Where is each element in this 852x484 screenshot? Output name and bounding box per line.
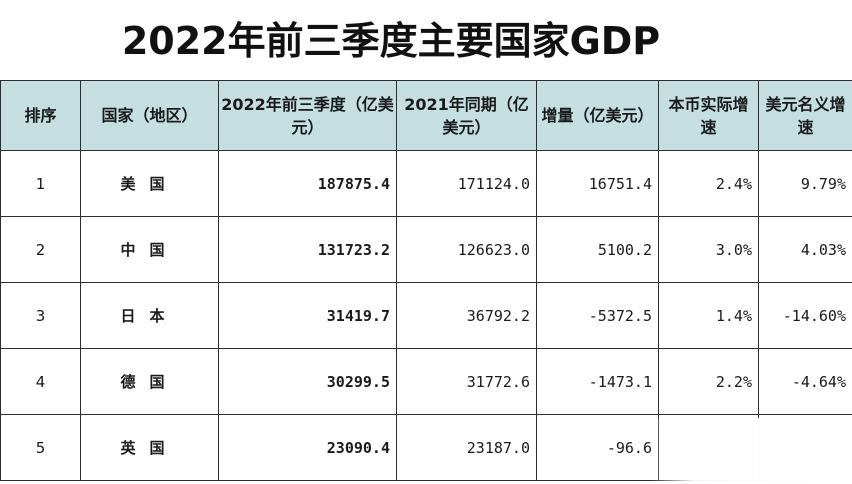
gdp-2021-cell: 23187.0 [396, 414, 537, 481]
rank-cell: 2 [0, 216, 81, 283]
gdp-2022-cell: 187875.4 [218, 150, 397, 217]
rank-cell: 5 [0, 414, 81, 481]
usd-growth-cell: -4.64% [758, 348, 852, 415]
fade-overlay [650, 418, 852, 484]
increase-cell: -5372.5 [536, 282, 659, 349]
country-cell: 美国 [80, 150, 219, 217]
usd-growth-cell: 4.03% [758, 216, 852, 283]
usd-growth-cell: 9.79% [758, 150, 852, 217]
gdp-2021-cell: 36792.2 [396, 282, 537, 349]
table-header-row: 排序 国家（地区） 2022年前三季度（亿美元） 2021年同期（亿美元） 增量… [0, 80, 852, 151]
gdp-table: 排序 国家（地区） 2022年前三季度（亿美元） 2021年同期（亿美元） 增量… [0, 80, 852, 481]
increase-cell: 5100.2 [536, 216, 659, 283]
local-growth-cell: 1.4% [658, 282, 759, 349]
gdp-2022-cell: 131723.2 [218, 216, 397, 283]
rank-cell: 1 [0, 150, 81, 217]
gdp-2021-cell: 31772.6 [396, 348, 537, 415]
gdp-2021-cell: 171124.0 [396, 150, 537, 217]
country-cell: 英国 [80, 414, 219, 481]
page-title: 2022年前三季度主要国家GDP [121, 19, 661, 63]
gdp-2022-cell: 30299.5 [218, 348, 397, 415]
increase-cell: -1473.1 [536, 348, 659, 415]
rank-cell: 3 [0, 282, 81, 349]
gdp-2022-cell: 31419.7 [218, 282, 397, 349]
country-cell: 中国 [80, 216, 219, 283]
rank-cell: 4 [0, 348, 81, 415]
table-row: 3 日本 31419.7 36792.2 -5372.5 1.4% -14.60… [0, 282, 852, 349]
table-row: 2 中国 131723.2 126623.0 5100.2 3.0% 4.03% [0, 216, 852, 283]
header-gdp-2022: 2022年前三季度（亿美元） [218, 80, 397, 151]
table-row: 1 美国 187875.4 171124.0 16751.4 2.4% 9.79… [0, 150, 852, 217]
header-increase: 增量（亿美元） [536, 80, 659, 151]
usd-growth-cell: -14.60% [758, 282, 852, 349]
increase-cell: -96.6 [536, 414, 659, 481]
gdp-2022-cell: 23090.4 [218, 414, 397, 481]
local-growth-cell: 2.2% [658, 348, 759, 415]
gdp-2021-cell: 126623.0 [396, 216, 537, 283]
header-country: 国家（地区） [80, 80, 219, 151]
header-rank: 排序 [0, 80, 81, 151]
country-cell: 德国 [80, 348, 219, 415]
local-growth-cell: 2.4% [658, 150, 759, 217]
local-growth-cell: 3.0% [658, 216, 759, 283]
header-gdp-2021: 2021年同期（亿美元） [396, 80, 537, 151]
country-cell: 日本 [80, 282, 219, 349]
header-local-growth: 本币实际增速 [658, 80, 759, 151]
table-row: 4 德国 30299.5 31772.6 -1473.1 2.2% -4.64% [0, 348, 852, 415]
header-usd-growth: 美元名义增速 [758, 80, 852, 151]
increase-cell: 16751.4 [536, 150, 659, 217]
